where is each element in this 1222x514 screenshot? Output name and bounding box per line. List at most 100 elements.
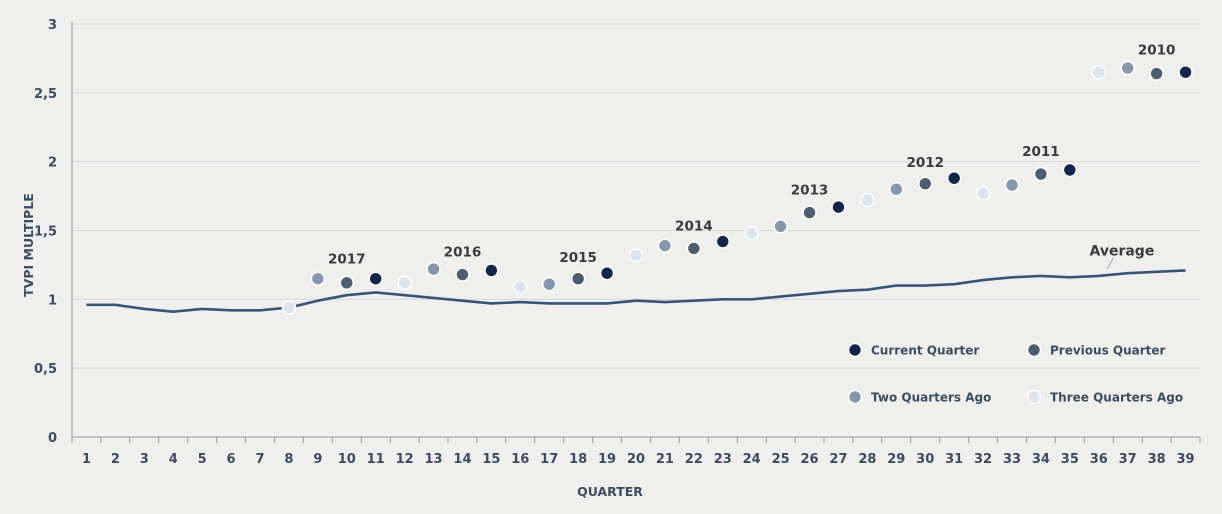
legend-label: Current Quarter: [871, 344, 979, 358]
vintage-label: 2013: [791, 183, 829, 199]
point-previous: [570, 271, 586, 286]
point-three-ago: [281, 300, 297, 315]
axes: [71, 22, 1201, 443]
vintage-label: 2012: [906, 155, 944, 171]
y-tick-label: 0,5: [34, 362, 57, 377]
point-two-ago: [426, 261, 441, 277]
x-tick-label: 36: [1090, 452, 1108, 467]
point-current: [1062, 162, 1078, 178]
point-three-ago: [860, 192, 875, 208]
x-tick-label: 24: [743, 452, 761, 467]
y-tick-label: 1,5: [34, 225, 57, 240]
legend-label: Three Quarters Ago: [1050, 391, 1183, 405]
x-tick-label: 28: [858, 452, 876, 467]
y-tick-label: 1: [48, 293, 57, 308]
x-tick-label: 11: [367, 452, 385, 467]
x-tick-label: 25: [772, 452, 790, 467]
x-axis-title: QUARTER: [577, 484, 643, 499]
point-three-ago: [975, 186, 991, 201]
point-previous: [917, 176, 933, 191]
point-two-ago: [657, 238, 673, 253]
average-line: [86, 269, 1186, 314]
point-two-ago: [310, 271, 326, 286]
average-line-layer: Average: [86, 243, 1186, 314]
x-tick-label: 7: [255, 452, 264, 467]
average-label-leader: [1107, 258, 1114, 270]
x-tick-label: 1: [82, 452, 91, 467]
x-tick-label: 29: [887, 452, 905, 467]
x-tick-label: 31: [945, 452, 963, 467]
point-previous: [339, 275, 355, 291]
point-previous: [1033, 166, 1049, 182]
vintage-label: 2016: [444, 245, 482, 261]
point-two-ago: [889, 181, 904, 197]
x-tick-label: 12: [396, 452, 414, 467]
x-tick-label: 10: [338, 452, 356, 467]
x-tick-label: 30: [916, 452, 934, 467]
x-tick-label: 33: [1003, 452, 1021, 467]
grid-lines: [72, 23, 1200, 369]
point-two-ago: [1004, 177, 1020, 193]
point-current: [1178, 64, 1193, 80]
x-tick-label: 5: [198, 452, 207, 467]
vintage-label: 2010: [1138, 42, 1176, 58]
y-tick-labels: 0 0,5 1 1,5 2 2,5 3: [34, 18, 57, 446]
vintage-label: 2015: [559, 250, 597, 266]
legend-marker-current: [847, 342, 863, 358]
x-tick-label: 18: [569, 452, 587, 467]
point-previous: [802, 205, 817, 220]
x-tick-label: 13: [424, 452, 442, 467]
y-tick-label: 0: [48, 431, 57, 446]
legend-marker-three-ago: [1026, 389, 1042, 405]
vintage-annotations: 2017 2016 2015 2014 2013 2012 2011 2010: [328, 42, 1175, 267]
point-current: [484, 263, 499, 278]
x-tick-label: 2: [111, 452, 120, 467]
x-tick-label: 20: [627, 452, 645, 467]
x-tick-label: 23: [714, 452, 732, 467]
point-current: [715, 234, 731, 249]
y-tick-label: 2: [48, 156, 57, 171]
x-tick-labels: 1 2 3 4 5 6 7 8 9 10 11 12 13 14 15 16 17 18 19 20 21 22 23 24 2…: [82, 452, 1195, 467]
point-three-ago: [1091, 64, 1107, 80]
average-label: Average: [1089, 243, 1154, 259]
x-tick-label: 32: [974, 452, 992, 467]
legend-label: Previous Quarter: [1050, 344, 1166, 358]
point-current: [946, 170, 962, 186]
x-tick-label: 3: [140, 452, 149, 467]
x-tick-label: 8: [284, 452, 293, 467]
x-tick-label: 38: [1148, 452, 1166, 467]
x-tick-label: 34: [1032, 452, 1050, 467]
x-tick-label: 21: [656, 452, 674, 467]
x-tick-label: 16: [511, 452, 529, 467]
x-tick-label: 17: [540, 452, 558, 467]
point-three-ago: [628, 247, 644, 263]
point-two-ago: [773, 219, 788, 234]
point-previous: [455, 267, 470, 282]
point-three-ago: [744, 225, 759, 241]
x-tick-label: 15: [482, 452, 500, 467]
vintage-label: 2011: [1022, 144, 1060, 160]
x-tick-label: 39: [1176, 452, 1194, 467]
point-three-ago: [397, 275, 412, 291]
point-two-ago: [1120, 60, 1135, 76]
legend-label: Two Quarters Ago: [871, 391, 991, 405]
y-axis-title: TVPI MULTIPLE: [21, 193, 36, 297]
y-tick-label: 3: [48, 18, 57, 33]
x-tick-label: 27: [829, 452, 847, 467]
x-tick-label: 26: [800, 452, 818, 467]
scatter-points: [281, 60, 1193, 315]
point-current: [368, 271, 383, 286]
legend: Current Quarter Previous Quarter Two Quart…: [847, 342, 1183, 405]
x-tick-label: 22: [685, 452, 703, 467]
legend-marker-two-ago: [847, 389, 863, 405]
x-tick-label: 4: [169, 452, 178, 467]
y-tick-label: 2,5: [34, 87, 57, 102]
x-tick-label: 19: [598, 452, 616, 467]
point-previous: [686, 241, 702, 256]
legend-marker-previous: [1026, 342, 1042, 358]
x-tick-label: 35: [1061, 452, 1079, 467]
vintage-label: 2014: [675, 219, 713, 235]
vintage-label: 2017: [328, 252, 366, 268]
point-three-ago: [513, 279, 528, 295]
